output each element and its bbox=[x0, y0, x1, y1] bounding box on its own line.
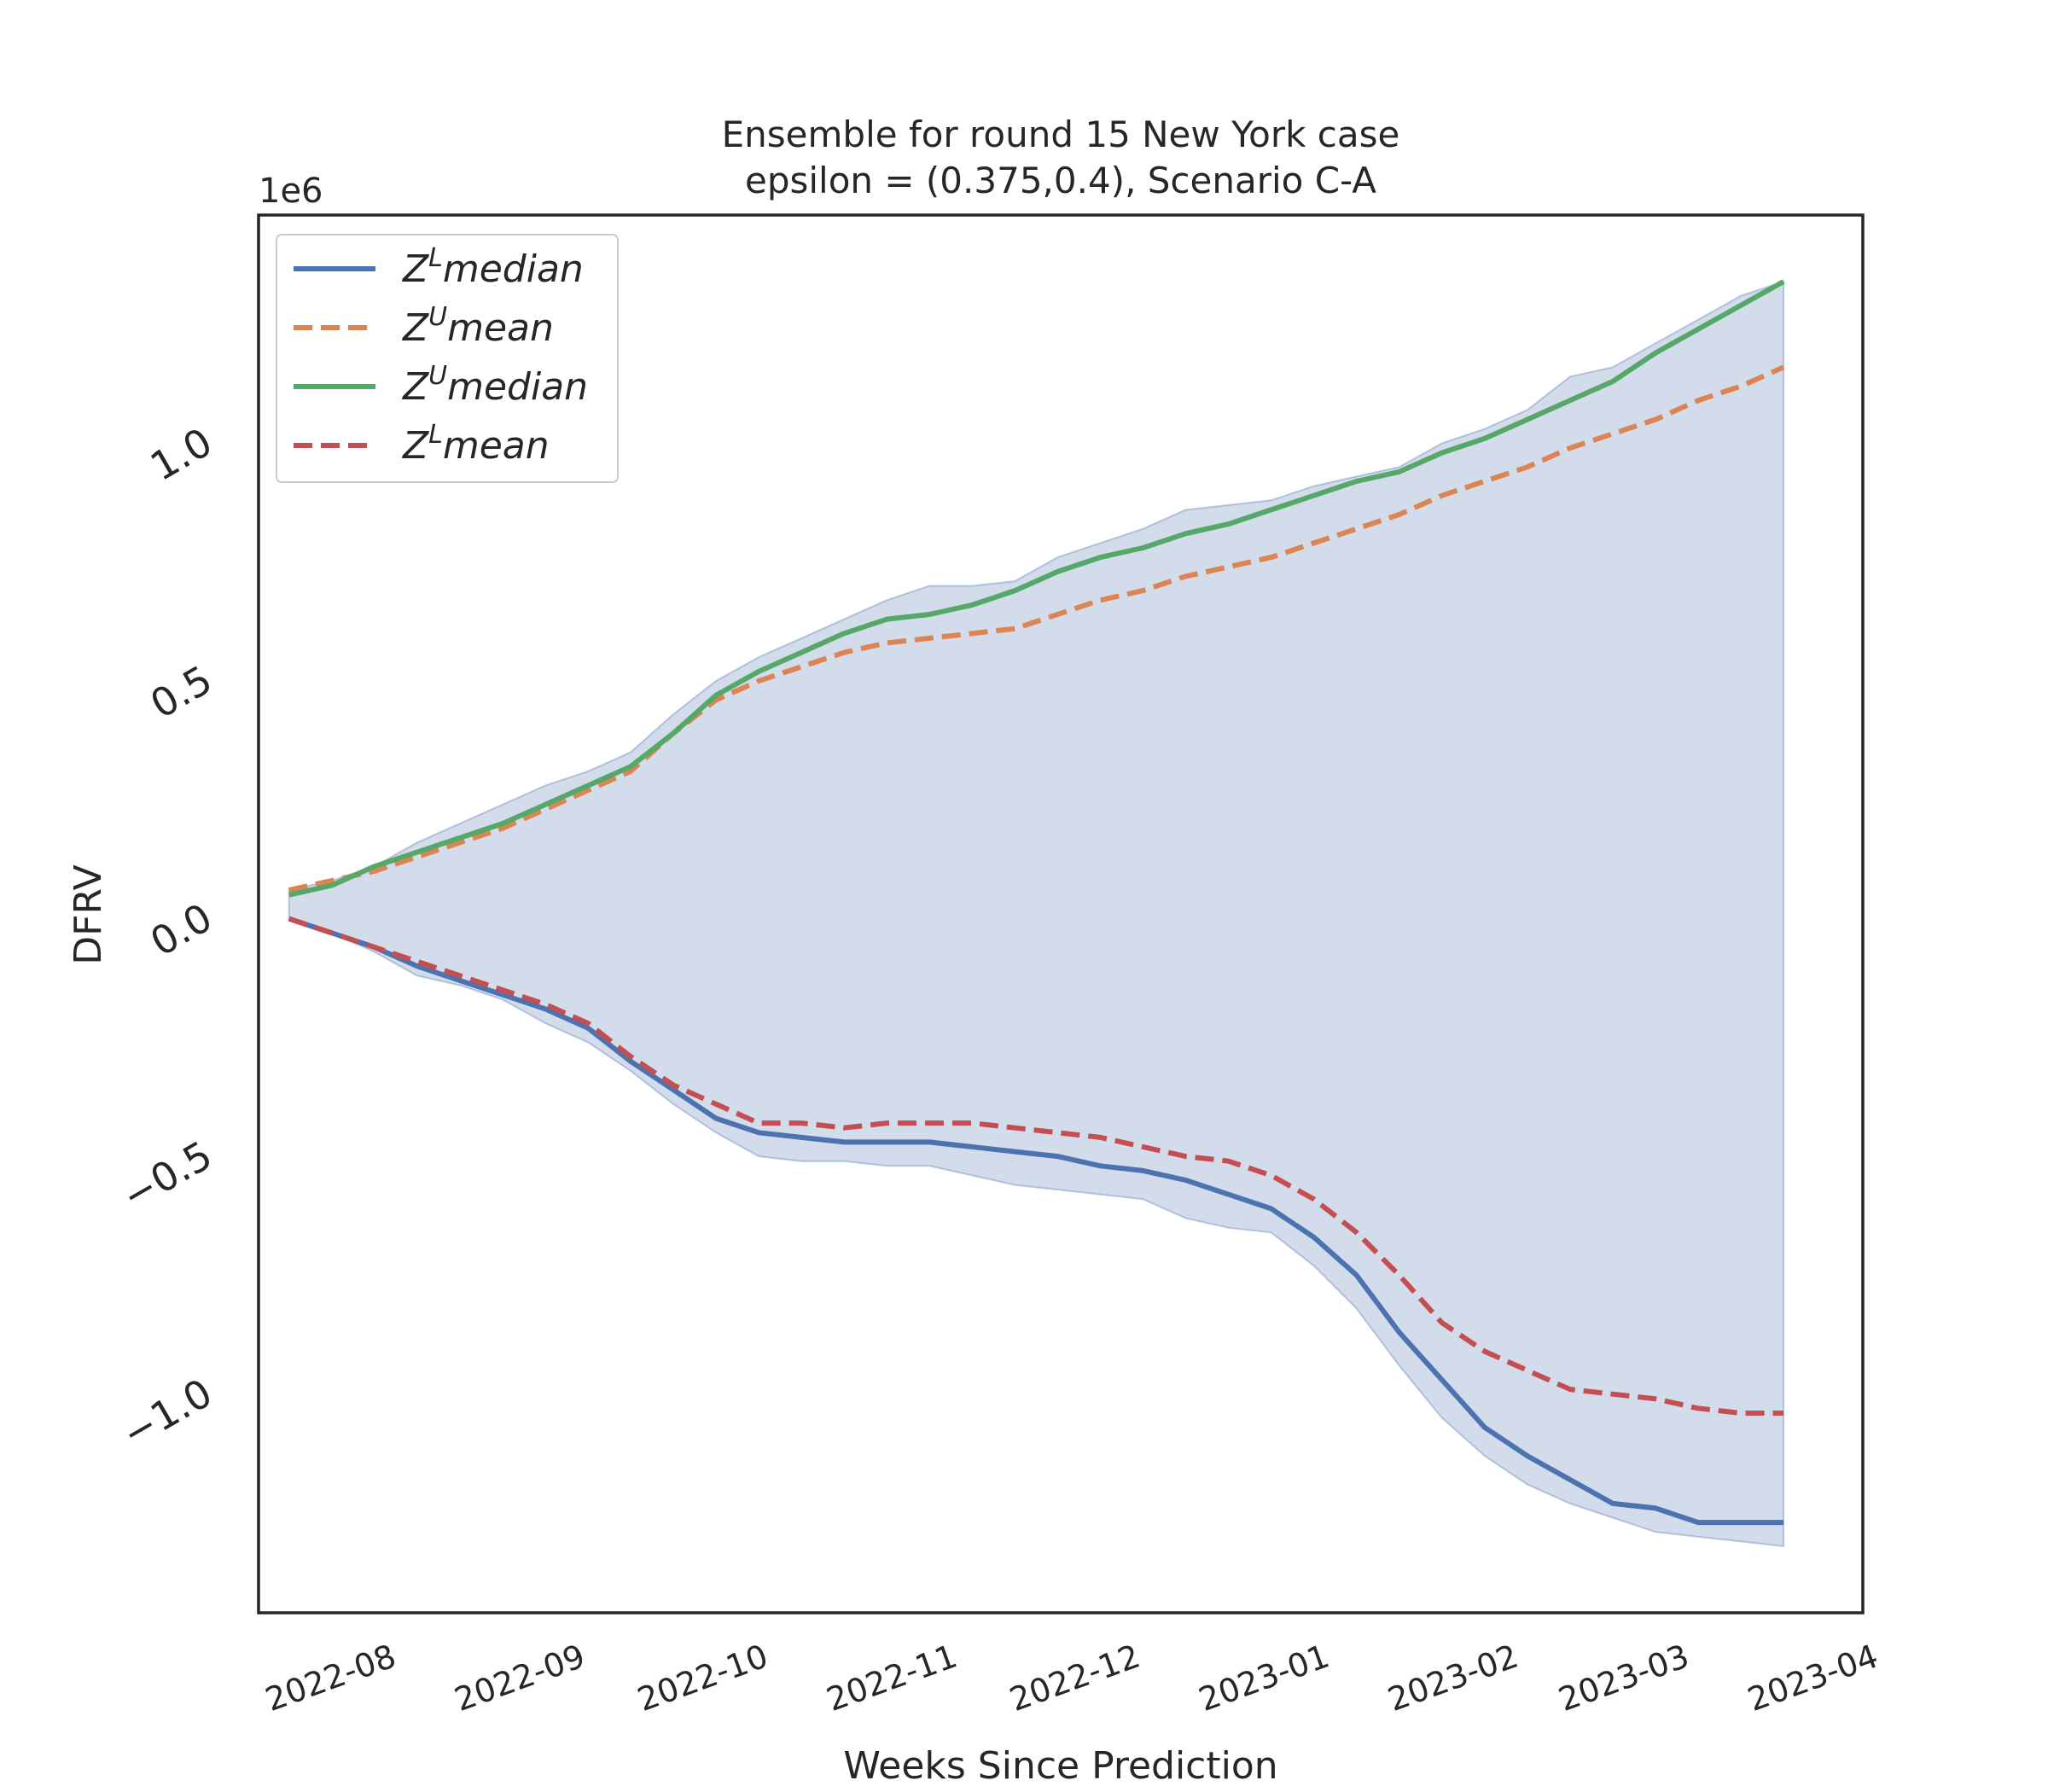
series-line-1 bbox=[288, 364, 1785, 893]
x-tick-5: 2023-01 bbox=[1194, 1637, 1334, 1719]
x-tick-1: 2022-09 bbox=[450, 1637, 590, 1719]
x-tick-label: 2022-09 bbox=[450, 1637, 590, 1719]
legend-label-0: ZLmedian bbox=[402, 243, 584, 291]
x-tick-label: 2022-11 bbox=[822, 1637, 962, 1719]
uncertainty-band bbox=[288, 280, 1785, 1548]
x-tick-label: 2023-03 bbox=[1554, 1637, 1694, 1719]
x-tick-8: 2023-04 bbox=[1743, 1637, 1882, 1719]
x-tick-4: 2022-12 bbox=[1004, 1637, 1144, 1719]
x-tick-3: 2022-11 bbox=[822, 1637, 962, 1719]
legend-box bbox=[276, 234, 619, 483]
y-tick-0: −1.0 bbox=[114, 1370, 220, 1457]
legend: ZLmedian ZUmean ZUmedian ZLmean bbox=[276, 234, 619, 483]
x-tick-6: 2023-02 bbox=[1383, 1637, 1523, 1719]
plot-area bbox=[288, 279, 1785, 1548]
x-tick-2: 2022-10 bbox=[632, 1637, 772, 1719]
legend-label-2: ZUmedian bbox=[402, 361, 588, 409]
x-tick-label: 2023-02 bbox=[1383, 1637, 1523, 1719]
y-tick-label: 1.0 bbox=[143, 419, 219, 490]
y-tick-4: 1.0 bbox=[143, 419, 219, 490]
legend-label-1: ZUmean bbox=[402, 302, 554, 350]
x-tick-label: 2023-01 bbox=[1194, 1637, 1334, 1719]
x-tick-label: 2022-10 bbox=[632, 1637, 772, 1719]
plot-frame bbox=[257, 213, 1865, 1615]
x-tick-label: 2022-08 bbox=[260, 1637, 400, 1719]
series-line-2 bbox=[288, 279, 1785, 898]
y-tick-2: 0.0 bbox=[143, 894, 219, 965]
series-line-3 bbox=[288, 916, 1784, 1416]
y-offset-label: 1e6 bbox=[259, 172, 323, 211]
series-line-0 bbox=[288, 916, 1784, 1526]
y-tick-label: −0.5 bbox=[114, 1132, 220, 1219]
x-tick-0: 2022-08 bbox=[260, 1637, 400, 1719]
chart-title-line2: epsilon = (0.375,0.4), Scenario C-A bbox=[745, 160, 1376, 201]
x-tick-label: 2023-04 bbox=[1743, 1637, 1882, 1719]
chart-title-line1: Ensemble for round 15 New York case bbox=[722, 113, 1400, 155]
legend-label-3: ZLmean bbox=[402, 420, 550, 468]
y-tick-label: 0.5 bbox=[143, 656, 219, 727]
x-axis-label: Weeks Since Prediction bbox=[843, 1744, 1277, 1788]
y-tick-3: 0.5 bbox=[143, 656, 219, 727]
x-tick-label: 2022-12 bbox=[1004, 1637, 1144, 1719]
x-tick-7: 2023-03 bbox=[1554, 1637, 1694, 1719]
y-tick-label: 0.0 bbox=[143, 894, 219, 965]
y-axis-label: DFRV bbox=[67, 864, 110, 964]
y-tick-1: −0.5 bbox=[114, 1132, 220, 1219]
y-tick-label: −1.0 bbox=[114, 1370, 220, 1457]
